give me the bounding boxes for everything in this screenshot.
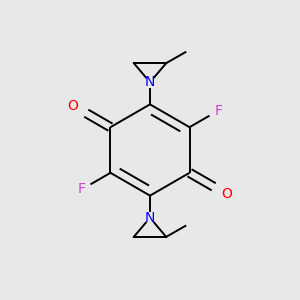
Text: O: O — [222, 188, 232, 202]
Text: N: N — [145, 211, 155, 225]
Text: F: F — [78, 182, 86, 197]
Text: O: O — [68, 98, 78, 112]
Text: N: N — [145, 75, 155, 89]
Text: F: F — [214, 103, 222, 118]
